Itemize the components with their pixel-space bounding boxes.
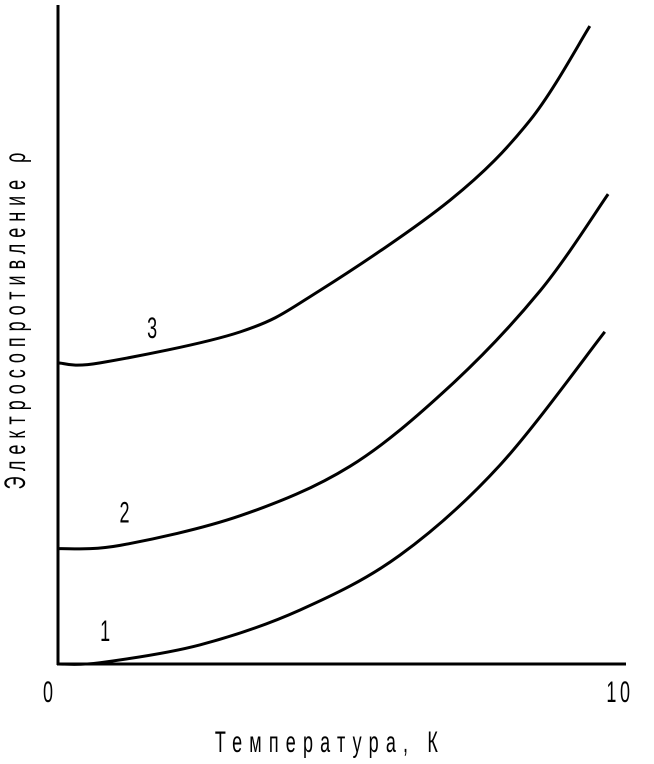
x-tick-10: 10 <box>606 677 633 710</box>
x-axis-label: Температура, К <box>215 727 445 760</box>
curve-1 <box>57 330 606 666</box>
y-axis-label: Электросопротивление ρ <box>0 147 32 490</box>
curve-label-2: 2 <box>119 497 129 530</box>
curve-label-3: 3 <box>147 312 157 345</box>
curve-label-1: 1 <box>100 615 110 648</box>
curve-2 <box>57 193 610 551</box>
curve-3 <box>57 25 592 367</box>
x-tick-0: 0 <box>43 677 53 710</box>
